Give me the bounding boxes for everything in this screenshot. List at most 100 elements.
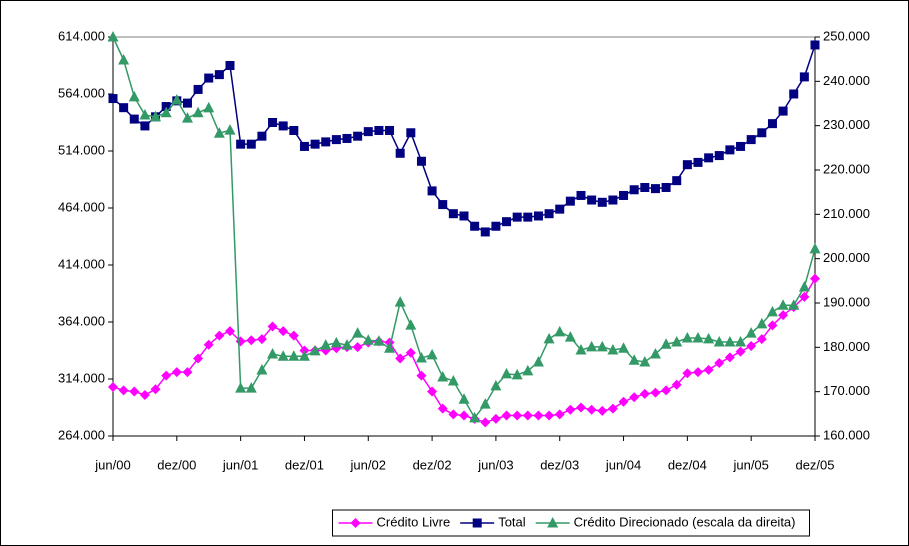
marker: [618, 342, 630, 353]
marker: [171, 93, 183, 105]
marker: [341, 339, 353, 350]
marker: [363, 127, 373, 137]
plot-area: [112, 36, 816, 437]
marker: [289, 125, 299, 135]
marker: [161, 370, 172, 381]
x-tick-label: jun/02: [350, 457, 386, 472]
marker: [703, 332, 715, 344]
marker: [533, 211, 543, 221]
marker: [661, 385, 672, 396]
marker: [256, 334, 267, 345]
marker: [523, 212, 533, 222]
marker: [501, 410, 512, 421]
y2-tick-label: 190.000: [823, 294, 870, 309]
marker: [789, 89, 799, 99]
marker: [309, 344, 321, 356]
marker: [394, 296, 406, 307]
marker: [788, 299, 800, 310]
marker: [480, 417, 491, 428]
marker: [693, 157, 703, 167]
y-tick-label: 364.000: [58, 313, 105, 328]
marker: [406, 128, 416, 138]
marker: [692, 332, 704, 343]
y-tick-label: 614.000: [58, 28, 105, 43]
marker: [501, 367, 513, 379]
marker: [353, 131, 363, 141]
marker: [555, 204, 565, 214]
marker: [660, 338, 672, 349]
marker: [629, 392, 640, 403]
marker: [268, 118, 278, 127]
marker: [479, 398, 491, 409]
legend-label: Total: [498, 514, 526, 529]
marker: [564, 331, 576, 342]
marker: [725, 145, 735, 155]
marker: [639, 355, 651, 367]
marker: [547, 517, 559, 528]
marker: [139, 389, 150, 400]
marker: [639, 388, 650, 399]
marker: [342, 133, 352, 143]
marker: [235, 382, 247, 393]
x-tick-label: jun/05: [732, 457, 768, 472]
x-tick-label: dez/04: [668, 457, 707, 472]
marker: [278, 121, 288, 131]
marker: [777, 299, 789, 310]
marker: [203, 339, 214, 350]
marker: [181, 112, 193, 123]
marker: [182, 98, 192, 108]
marker: [448, 409, 459, 420]
marker: [766, 305, 778, 317]
marker: [607, 343, 619, 355]
y2-tick-label: 210.000: [823, 206, 870, 221]
marker: [575, 343, 587, 355]
y-tick-label: 314.000: [58, 370, 105, 385]
marker: [472, 518, 482, 528]
y-tick-label: 264.000: [58, 427, 105, 442]
marker: [129, 114, 139, 124]
marker: [470, 221, 480, 231]
marker: [576, 190, 586, 200]
marker: [735, 346, 746, 357]
marker: [629, 185, 639, 195]
marker: [586, 404, 597, 415]
marker: [182, 367, 193, 378]
marker: [395, 353, 406, 364]
marker: [213, 127, 225, 138]
marker: [586, 340, 598, 352]
marker: [108, 381, 118, 392]
marker: [576, 402, 586, 413]
marker: [415, 351, 427, 363]
marker: [426, 348, 438, 360]
marker: [628, 354, 640, 365]
marker: [161, 102, 171, 112]
marker: [778, 106, 788, 116]
y2-tick-label: 160.000: [823, 427, 870, 442]
marker: [236, 139, 246, 149]
marker: [416, 156, 426, 166]
marker: [257, 131, 267, 141]
marker: [682, 368, 693, 379]
marker: [650, 184, 660, 194]
marker: [767, 119, 777, 129]
marker: [554, 409, 565, 420]
marker: [512, 212, 522, 222]
marker: [350, 518, 361, 528]
marker: [480, 227, 490, 237]
marker: [437, 403, 448, 414]
marker: [246, 335, 257, 346]
marker: [469, 411, 481, 423]
marker: [713, 336, 725, 347]
marker: [459, 211, 469, 221]
marker: [587, 195, 597, 205]
marker: [512, 410, 523, 421]
marker: [799, 72, 809, 82]
marker: [756, 317, 768, 329]
marker: [746, 135, 756, 145]
y2-tick-label: 170.000: [823, 383, 870, 398]
marker: [543, 332, 555, 344]
marker: [118, 54, 130, 65]
marker: [246, 139, 256, 149]
marker: [490, 379, 502, 391]
marker: [288, 350, 300, 361]
